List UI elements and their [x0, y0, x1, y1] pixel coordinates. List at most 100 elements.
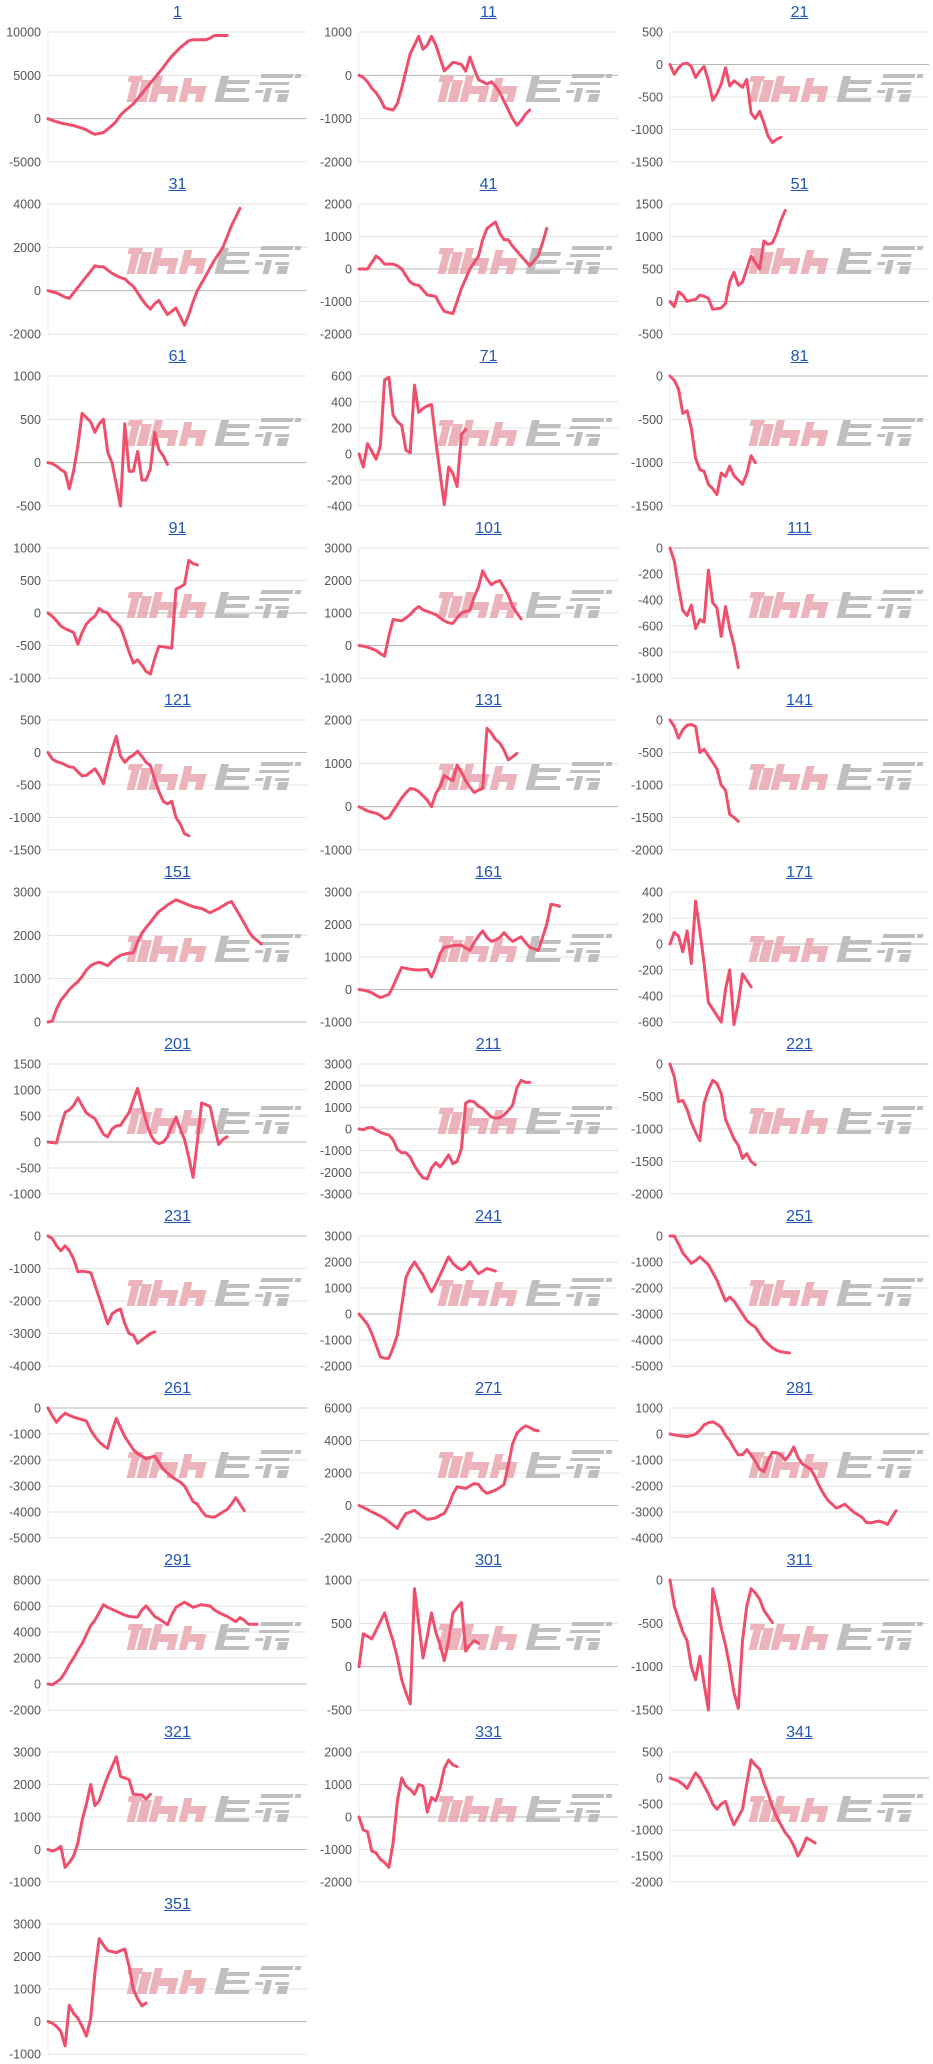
watermark-logo	[437, 1450, 613, 1478]
chart-title-link[interactable]: 11	[480, 4, 497, 21]
line-chart: 1000 0 -1000 -2000 -3000 -4000	[631, 1402, 929, 1546]
watermark-logo	[126, 934, 302, 962]
chart-title-link[interactable]: 291	[164, 1552, 191, 1569]
watermark-mark	[437, 598, 451, 618]
chart-title-link[interactable]: 51	[790, 176, 809, 193]
watermark-mark	[489, 594, 504, 618]
watermark-mark	[816, 430, 829, 446]
chart-title-link[interactable]: 61	[168, 348, 187, 365]
chart-title-link[interactable]: 131	[475, 692, 502, 709]
watermark-mark	[536, 260, 558, 264]
chart-title-link[interactable]: 301	[475, 1552, 502, 1569]
line-chart: 3000 2000 1000 0 -1000	[9, 1918, 307, 2062]
watermark-mark	[438, 420, 455, 426]
watermark-logo	[437, 246, 613, 274]
watermark-mark	[525, 1624, 541, 1650]
watermark-mark	[533, 270, 561, 274]
watermark-mark	[194, 946, 207, 962]
chart-title-link[interactable]: 1	[173, 4, 182, 21]
chart-title-link[interactable]: 111	[787, 520, 812, 537]
watermark-mark	[880, 426, 912, 429]
y-tick-label: -500	[638, 1617, 663, 1631]
watermark-mark	[770, 764, 786, 790]
watermark-mark	[882, 1278, 916, 1282]
watermark-mark	[748, 82, 762, 102]
chart-title-link[interactable]: 231	[164, 1208, 191, 1225]
watermark-mark	[569, 426, 601, 429]
chart-title-link[interactable]: 21	[790, 4, 809, 21]
chart-title-link[interactable]: 261	[164, 1380, 191, 1397]
watermark-mark	[148, 248, 164, 274]
watermark-mark	[533, 786, 561, 790]
watermark-mark	[884, 432, 895, 446]
watermark-mark	[262, 88, 273, 102]
chart-title-link[interactable]: 211	[475, 1036, 502, 1053]
watermark-mark	[849, 252, 873, 256]
watermark-mark	[844, 958, 872, 962]
y-tick-label: -500	[16, 500, 41, 514]
watermark-mark	[477, 430, 490, 446]
watermark-mark	[276, 1470, 289, 1478]
line-chart: 2000 1000 0 -1000	[320, 714, 618, 858]
watermark-mark	[166, 1978, 179, 1994]
watermark-mark	[749, 76, 766, 82]
chart-title-link[interactable]: 321	[164, 1724, 191, 1741]
watermark-mark	[882, 74, 916, 78]
line-chart: 2000 1000 0 -1000 -2000	[320, 1746, 618, 1890]
watermark-mark	[849, 1800, 873, 1804]
chart-title-link[interactable]: 141	[786, 692, 813, 709]
chart-title-link[interactable]: 151	[164, 864, 191, 881]
watermark-mark	[898, 266, 911, 274]
watermark-mark	[605, 1794, 613, 1798]
chart-title-link[interactable]: 341	[786, 1724, 813, 1741]
chart-title-link[interactable]: 81	[790, 348, 809, 365]
watermark-mark	[194, 1290, 207, 1306]
line-chart: 8000 6000 4000 2000 0 -2000	[9, 1574, 307, 1718]
series-line	[357, 902, 561, 1000]
watermark-mark	[569, 770, 601, 773]
watermark-logo	[126, 1450, 302, 1478]
chart-title-link[interactable]: 331	[475, 1724, 502, 1741]
chart-title-link[interactable]: 91	[168, 520, 187, 537]
chart-title-link[interactable]: 31	[168, 176, 187, 193]
series-line	[357, 1424, 540, 1530]
watermark-mark	[222, 786, 250, 790]
chart-title-link[interactable]: 101	[475, 520, 502, 537]
watermark-mark	[770, 1280, 786, 1306]
y-tick-label: -4000	[9, 1360, 41, 1374]
chart-title-link[interactable]: 71	[479, 348, 498, 365]
chart-title-link[interactable]: 41	[479, 176, 498, 193]
watermark-mark	[573, 1292, 584, 1306]
watermark-mark	[896, 606, 912, 609]
chart-title-link[interactable]: 281	[786, 1380, 813, 1397]
chart-title-link[interactable]: 221	[786, 1036, 813, 1053]
chart-title-link[interactable]: 241	[475, 1208, 502, 1225]
watermark-mark	[573, 1120, 584, 1134]
y-tick-label: -1000	[631, 779, 663, 793]
chart-title-link[interactable]: 201	[164, 1036, 191, 1053]
chart-title-link[interactable]: 271	[475, 1380, 502, 1397]
watermark-mark	[227, 768, 251, 772]
chart-title-link[interactable]: 311	[786, 1552, 813, 1569]
watermark-mark	[788, 1462, 801, 1478]
y-tick-label: 3000	[324, 1230, 352, 1244]
watermark-mark	[916, 590, 924, 594]
chart-title-link[interactable]: 251	[786, 1208, 813, 1225]
watermark-mark	[569, 1802, 601, 1805]
y-tick-label: -2000	[631, 1876, 663, 1890]
watermark-mark	[898, 438, 911, 446]
chart-title-link[interactable]: 171	[786, 864, 813, 881]
chart-title-link[interactable]: 121	[164, 692, 191, 709]
y-tick-label: 2000	[324, 1467, 352, 1481]
watermark-mark	[214, 1796, 230, 1822]
watermark-mark	[294, 1278, 302, 1282]
watermark-mark	[536, 88, 558, 92]
watermark-mark	[477, 1462, 490, 1478]
y-tick-label: 3000	[324, 1058, 352, 1072]
y-tick-label: 0	[656, 542, 663, 556]
watermark-mark	[274, 1638, 290, 1641]
chart-panel: 1500 1000 500 0 -500 51	[622, 172, 933, 344]
chart-title-link[interactable]: 351	[164, 1896, 191, 1913]
watermark-mark	[849, 768, 873, 772]
chart-title-link[interactable]: 161	[475, 864, 502, 881]
